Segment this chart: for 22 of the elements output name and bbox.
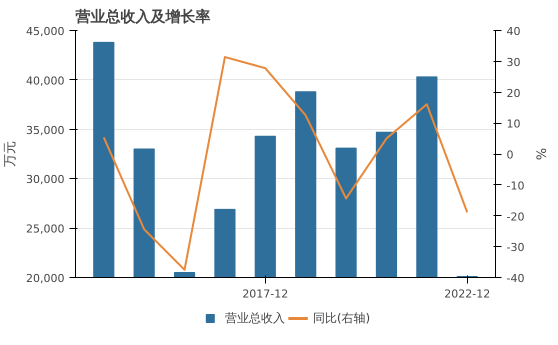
y-tick-label: 35,000 bbox=[26, 124, 65, 137]
y2-axis-title: % bbox=[532, 148, 548, 160]
legend-label: 同比(右轴) bbox=[312, 310, 370, 326]
y2-tick-label: 40 bbox=[506, 25, 520, 38]
y-tick-label: 30,000 bbox=[26, 173, 65, 186]
y2-tick-label: 10 bbox=[506, 118, 520, 131]
y2-tick-label: -10 bbox=[506, 179, 524, 192]
y-tick-label: 45,000 bbox=[26, 25, 65, 38]
y2-tick-label: -30 bbox=[506, 241, 524, 254]
x-tick-label: 2017-12 bbox=[242, 288, 288, 300]
x-tick-label: 2022-12 bbox=[444, 288, 490, 300]
y-axis-title: 万元 bbox=[3, 141, 18, 167]
y2-tick-label: -20 bbox=[506, 210, 524, 224]
y2-tick-label: -40 bbox=[506, 272, 524, 285]
y-tick-label: 25,000 bbox=[26, 222, 65, 236]
y2-tick-label: 0 bbox=[506, 148, 514, 162]
y2-tick-label: 20 bbox=[506, 86, 520, 100]
legend-label: 营业总收入 bbox=[224, 310, 285, 326]
y2-tick-label: 30 bbox=[506, 56, 520, 69]
y-tick-label: 20,000 bbox=[26, 272, 65, 285]
chart-title: 营业总收入及增长率 bbox=[74, 8, 210, 26]
y-tick-label: 40,000 bbox=[26, 74, 65, 88]
